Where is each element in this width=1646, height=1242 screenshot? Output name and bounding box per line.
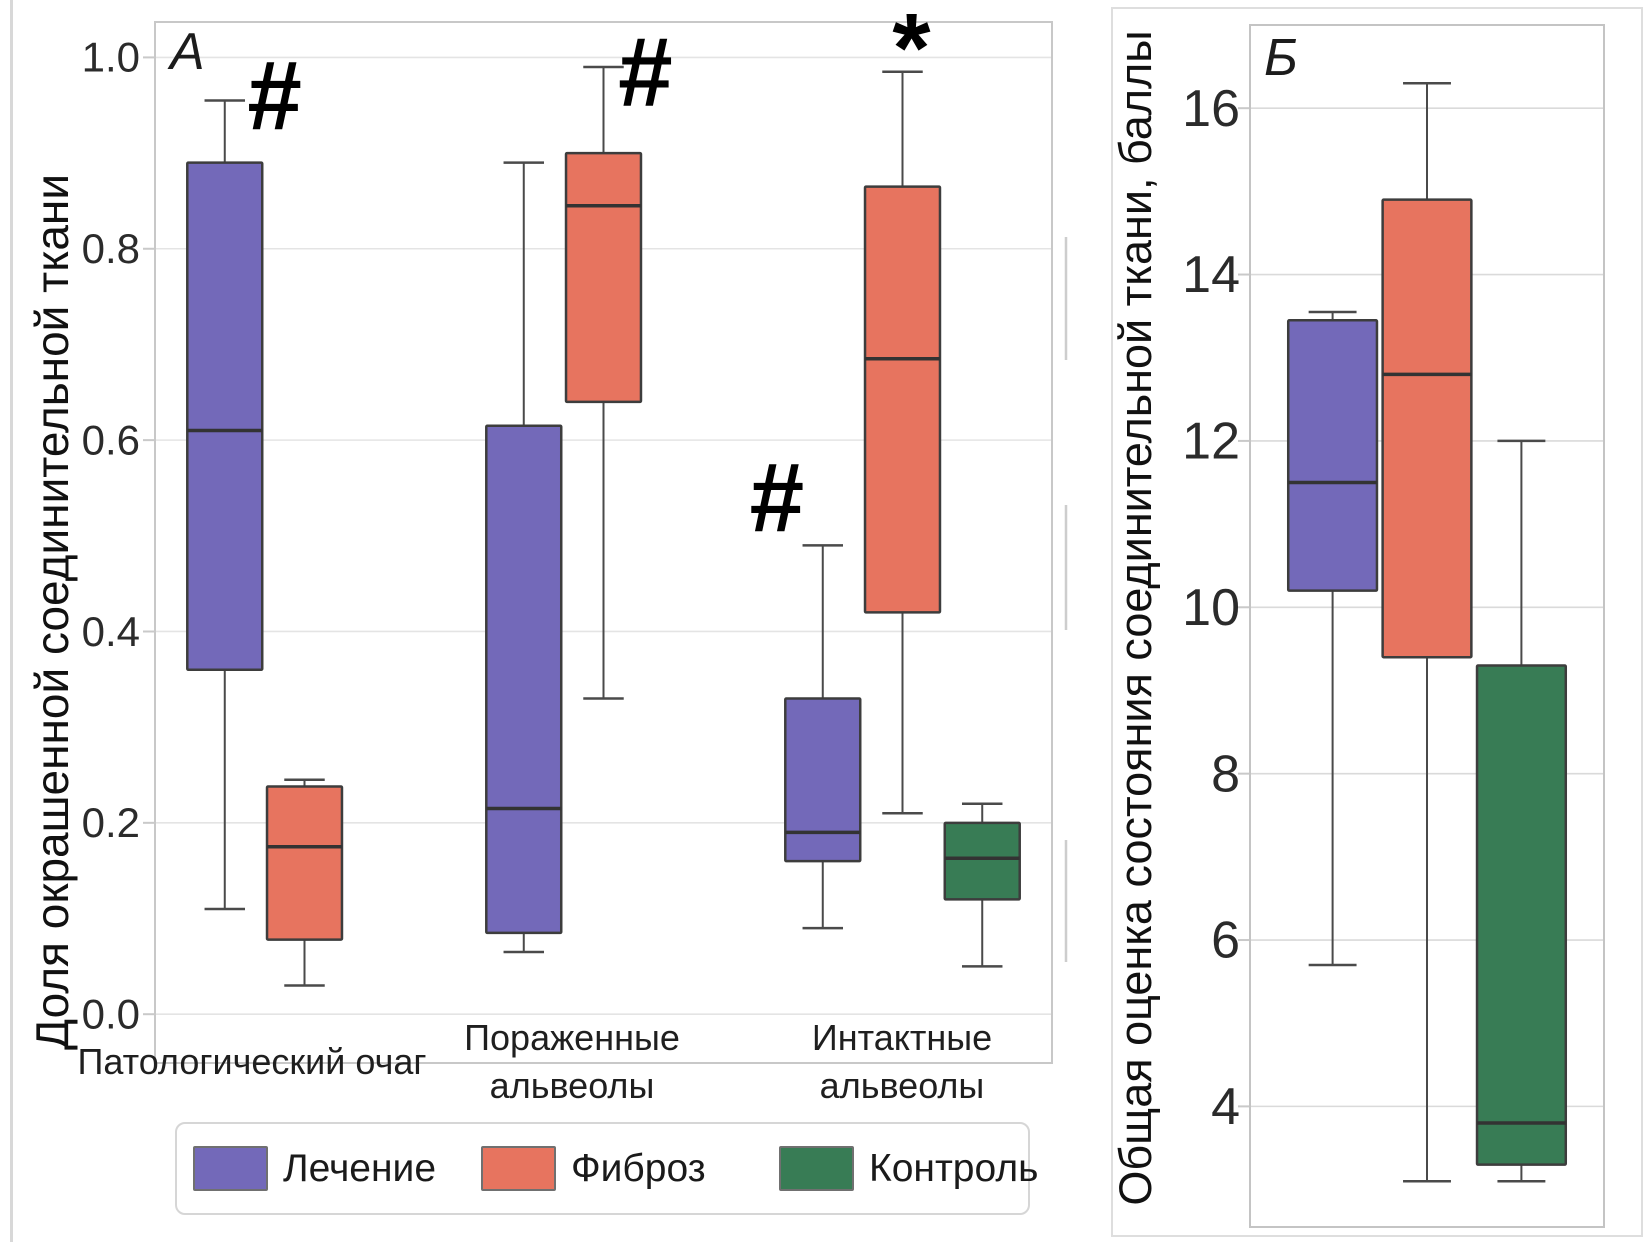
y-tick-label: 0.4	[82, 608, 140, 655]
panel-b-letter: Б	[1264, 29, 1298, 87]
significance-hash: #	[247, 41, 302, 151]
x-category-label-affected-alveoli: Пораженные альвеолы	[464, 1014, 680, 1110]
x-category-label-intact-alveoli: Интактные альвеолы	[812, 1014, 992, 1110]
x-category-label-pathological-focus: Патологический очаг	[78, 1014, 427, 1110]
y-tick-label: 16	[1182, 80, 1240, 138]
box-rect	[186, 161, 264, 672]
legend: Лечение Фиброз Контроль	[175, 1122, 1038, 1215]
boxplot-Лечение-cat0	[1286, 310, 1379, 967]
y-tick-label: 8	[1211, 745, 1240, 803]
legend-item-fibrosis: Фиброз	[481, 1124, 706, 1213]
panel-a: 0.0 0.2 0.4 0.6 0.8 1.0 # # # *	[82, 0, 1053, 1064]
panel-b-border	[1249, 24, 1605, 1228]
x-category-label-line: Интактные	[811, 1017, 993, 1059]
box-rect	[1381, 198, 1473, 659]
box-rect	[1286, 319, 1379, 592]
legend-swatch-control	[779, 1146, 854, 1191]
panel-a-letter: А	[170, 23, 205, 81]
y-tick-label: 10	[1182, 579, 1240, 637]
y-tick-label: 0.6	[82, 416, 140, 463]
y-tick-label: 0.8	[82, 225, 140, 272]
legend-item-treatment: Лечение	[193, 1124, 436, 1213]
y-tick-label: 12	[1182, 413, 1240, 471]
x-category-label-line: Пораженные	[464, 1017, 680, 1059]
boxplot-Фиброз-cat0	[265, 778, 344, 987]
y-tick-label: 14	[1182, 246, 1240, 304]
significance-hash: #	[750, 443, 805, 553]
legend-swatch-treatment	[193, 1146, 268, 1191]
y-tick-label: 4	[1211, 1078, 1240, 1136]
box-rect	[485, 424, 563, 935]
y-axis-title-a: Доля окрашенной соединительной ткани	[26, 173, 78, 1051]
box-rect	[863, 185, 942, 614]
legend-item-control: Контроль	[779, 1124, 1038, 1213]
boxplot-Фиброз-cat1	[564, 65, 643, 700]
x-category-label-line: альвеолы	[819, 1065, 985, 1106]
significance-hash: #	[618, 17, 673, 127]
legend-swatch-fibrosis	[481, 1146, 556, 1191]
box-rect	[784, 697, 862, 863]
boxplot-Фиброз-cat0	[1381, 81, 1473, 1183]
boxplot-Контроль-cat2	[943, 802, 1021, 968]
x-category-label-line: альвеолы	[489, 1065, 655, 1106]
box-rect	[564, 151, 643, 404]
page-edge-rule	[10, 0, 13, 1242]
y-axis-title-b: Общая оценка состояния соединительной тк…	[1110, 30, 1161, 1206]
panel-b-container	[1111, 7, 1643, 1237]
boxplot-Лечение-cat1	[485, 161, 563, 954]
box-rect	[1475, 664, 1568, 1166]
box-rect	[265, 785, 344, 941]
y-tick-label: 1.0	[82, 34, 140, 81]
box-rect	[943, 821, 1021, 901]
legend-label-treatment: Лечение	[283, 1146, 437, 1190]
panel-a-border	[154, 21, 1053, 1064]
y-tick-label: 0.0	[82, 990, 140, 1037]
panel-a-grid: 0.0 0.2 0.4 0.6 0.8 1.0	[82, 34, 1052, 1037]
significance-asterisk: *	[892, 0, 931, 103]
boxplot-Фиброз-cat2	[863, 70, 942, 815]
panel-b: 4 6 8 10 12 14 16	[1182, 24, 1605, 1228]
legend-label-fibrosis: Фиброз	[571, 1146, 706, 1190]
boxplot-Лечение-cat0	[186, 99, 264, 911]
x-category-label-line: Патологический очаг	[77, 1041, 427, 1083]
boxplot-Лечение-cat2	[784, 544, 862, 930]
y-tick-label: 0.2	[82, 799, 140, 846]
boxplot-Контроль-cat0	[1475, 439, 1568, 1183]
y-tick-label: 6	[1211, 912, 1240, 970]
legend-label-control: Контроль	[869, 1146, 1039, 1190]
